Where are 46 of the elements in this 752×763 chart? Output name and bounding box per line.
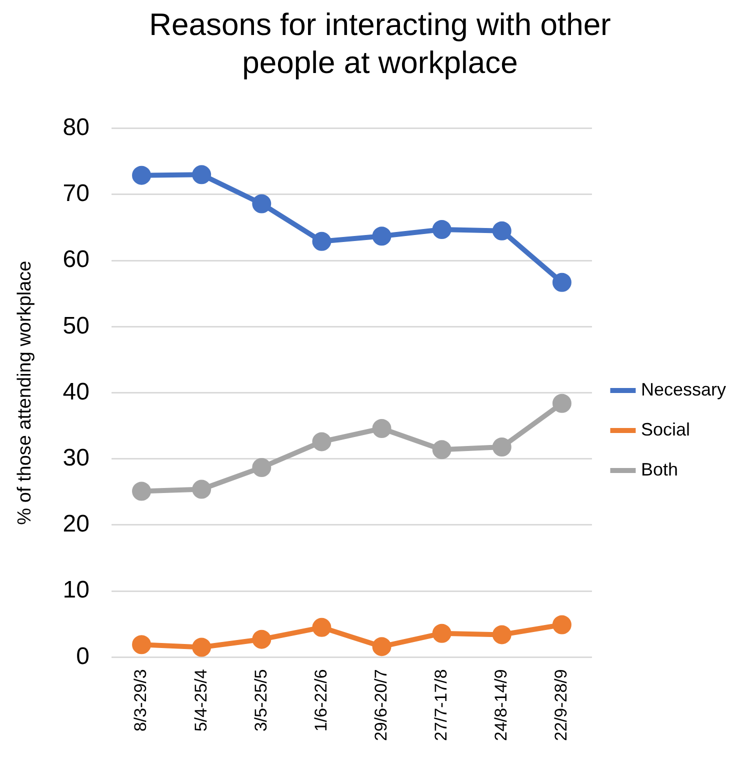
y-tick-label: 50 — [62, 312, 90, 340]
point — [132, 166, 152, 185]
chart-title: Reasons for interacting with other people at workplace — [148, 6, 612, 82]
point — [552, 615, 572, 634]
x-tick-label: 29/6-20/7 — [371, 669, 390, 742]
point — [552, 272, 572, 292]
x-tick-label: 22/9-28/9 — [552, 669, 571, 742]
point — [432, 624, 452, 643]
y-tick-label: 70 — [62, 180, 90, 208]
point — [432, 440, 452, 460]
point — [252, 194, 272, 214]
point — [492, 221, 512, 240]
point — [192, 638, 212, 657]
point — [552, 394, 572, 413]
legend-label: Necessary — [640, 379, 726, 400]
legend-label: Both — [640, 459, 678, 480]
point — [192, 165, 212, 184]
legend-label: Social — [640, 419, 690, 440]
point — [312, 432, 332, 452]
point — [132, 482, 152, 501]
point — [492, 437, 512, 456]
y-tick-label: 0 — [76, 642, 90, 670]
point — [372, 418, 392, 438]
point — [192, 480, 212, 499]
x-tick-label: 27/7-17/8 — [432, 669, 451, 742]
y-axis-title: % of those attending workplace — [14, 260, 36, 525]
y-tick-label: 30 — [62, 444, 90, 472]
point — [432, 220, 452, 240]
y-tick-label: 10 — [62, 576, 90, 604]
point — [132, 635, 152, 654]
point — [372, 226, 392, 246]
y-tick-label: 20 — [62, 510, 90, 538]
x-tick-label: 3/5-25/5 — [251, 669, 270, 732]
y-tick-label: 80 — [62, 114, 90, 142]
x-tick-label: 8/3-29/3 — [131, 669, 150, 732]
point — [312, 618, 332, 637]
point — [252, 458, 272, 477]
y-tick-label: 40 — [62, 378, 90, 406]
x-tick-label: 5/4-25/4 — [191, 669, 210, 732]
x-tick-label: 1/6-22/6 — [311, 669, 330, 732]
point — [372, 637, 392, 656]
point — [312, 232, 332, 251]
x-tick-label: 24/8-14/9 — [492, 669, 511, 742]
y-tick-label: 60 — [62, 246, 90, 274]
point — [492, 625, 512, 644]
point — [252, 630, 272, 649]
